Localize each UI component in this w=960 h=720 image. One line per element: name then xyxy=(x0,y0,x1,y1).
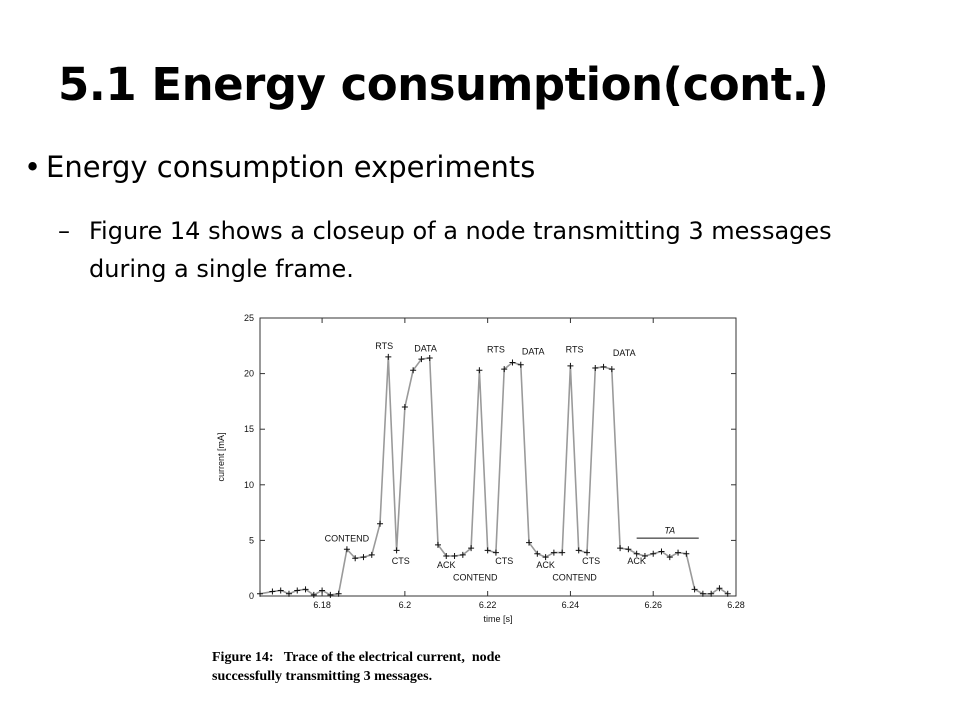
y-tick-label: 15 xyxy=(244,424,254,434)
x-axis-label: time [s] xyxy=(483,614,512,624)
data-point xyxy=(426,355,433,362)
data-point xyxy=(691,586,698,593)
annotation-label: RTS xyxy=(566,344,584,354)
current-trace-chart: 6.18 6.2 6.22 6.24 6.26 6.28 0 5 10 15 20 25 time [s… xyxy=(216,313,745,624)
data-point xyxy=(583,549,590,556)
data-point xyxy=(559,549,566,556)
data-point xyxy=(625,546,632,553)
data-point xyxy=(352,555,359,562)
y-tick-label: 25 xyxy=(244,313,254,323)
data-point xyxy=(542,554,549,561)
data-point xyxy=(294,587,301,594)
data-point xyxy=(716,585,723,592)
annotation-label: RTS xyxy=(487,344,505,354)
plot-frame xyxy=(259,317,737,597)
data-point xyxy=(526,539,533,546)
x-tick-label: 6.26 xyxy=(644,600,662,610)
annotation-label: CONTEND xyxy=(453,572,498,582)
data-point xyxy=(343,546,350,553)
data-point xyxy=(501,366,508,373)
data-point xyxy=(683,550,690,557)
annotation-label: DATA xyxy=(613,348,636,358)
data-point xyxy=(310,591,317,598)
data-point xyxy=(385,353,392,360)
annotation-label: CONTEND xyxy=(325,534,370,544)
data-point xyxy=(658,548,665,555)
annotation-label: ACK xyxy=(536,560,555,570)
data-point xyxy=(641,552,648,559)
slide-title: 5.1 Energy consumption(cont.) xyxy=(58,58,829,111)
data-point xyxy=(517,361,524,368)
x-tick-label: 6.18 xyxy=(313,600,331,610)
data-point xyxy=(257,590,263,597)
data-point xyxy=(327,591,334,598)
data-point xyxy=(724,590,731,597)
data-point xyxy=(567,362,574,369)
bullet-symbol: • xyxy=(24,150,42,184)
annotation-label: DATA xyxy=(414,343,437,353)
data-point xyxy=(708,590,715,597)
data-point xyxy=(418,356,425,363)
data-point xyxy=(699,590,706,597)
caption-line-1: Figure 14: Trace of the electrical curre… xyxy=(212,650,501,665)
series-line xyxy=(259,356,729,596)
annotation-label: CTS xyxy=(392,556,410,566)
data-point xyxy=(650,550,657,557)
data-point xyxy=(492,549,499,556)
figure-caption: Figure 14: Trace of the electrical curre… xyxy=(212,648,772,686)
data-point xyxy=(393,547,400,554)
annotation-label: CTS xyxy=(495,556,513,566)
data-point xyxy=(360,554,367,561)
x-tick-label: 6.24 xyxy=(562,600,580,610)
data-point xyxy=(269,588,276,595)
data-point xyxy=(459,551,466,558)
x-tick-label: 6.28 xyxy=(727,600,745,610)
data-point xyxy=(575,547,582,554)
y-tick-label: 10 xyxy=(244,480,254,490)
data-point xyxy=(534,550,541,557)
y-tick-label: 20 xyxy=(244,369,254,379)
y-tick-label: 0 xyxy=(249,591,254,601)
sub-bullet-dash: – xyxy=(58,217,70,245)
data-point xyxy=(285,590,292,597)
data-point xyxy=(600,363,607,370)
caption-line-2: successfully transmitting 3 messages. xyxy=(212,669,433,684)
data-point xyxy=(368,551,375,558)
data-point xyxy=(335,590,342,597)
annotation-label: ACK xyxy=(437,560,456,570)
x-tick-label: 6.2 xyxy=(399,600,412,610)
y-axis-label: current [mA] xyxy=(216,432,226,481)
annotation-label: CONTEND xyxy=(552,572,597,582)
data-point xyxy=(302,586,309,593)
annotation-label: CTS xyxy=(582,556,600,566)
data-point xyxy=(666,554,673,561)
annotation-label: ACK xyxy=(627,556,646,566)
y-tick-label: 5 xyxy=(249,535,254,545)
data-point xyxy=(410,367,417,374)
data-point xyxy=(592,365,599,372)
data-point xyxy=(277,587,284,594)
data-point xyxy=(617,545,624,552)
data-point xyxy=(550,549,557,556)
data-point xyxy=(476,367,483,374)
data-point xyxy=(608,366,615,373)
data-point xyxy=(319,587,326,594)
annotation-label: DATA xyxy=(522,347,545,357)
bullet-text: Energy consumption experiments xyxy=(46,150,536,184)
x-tick-label: 6.22 xyxy=(479,600,497,610)
data-point xyxy=(468,545,475,552)
data-point xyxy=(484,547,491,554)
annotation-label: RTS xyxy=(375,341,393,351)
data-point xyxy=(509,359,516,366)
data-point xyxy=(633,550,640,557)
data-point xyxy=(675,549,682,556)
data-point xyxy=(451,552,458,559)
sub-bullet-text: Figure 14 shows a closeup of a node tran… xyxy=(89,217,832,283)
data-point xyxy=(443,552,450,559)
data-point xyxy=(401,403,408,410)
data-point xyxy=(377,520,384,527)
data-point xyxy=(434,541,441,548)
annotation-label: TA xyxy=(664,526,675,536)
